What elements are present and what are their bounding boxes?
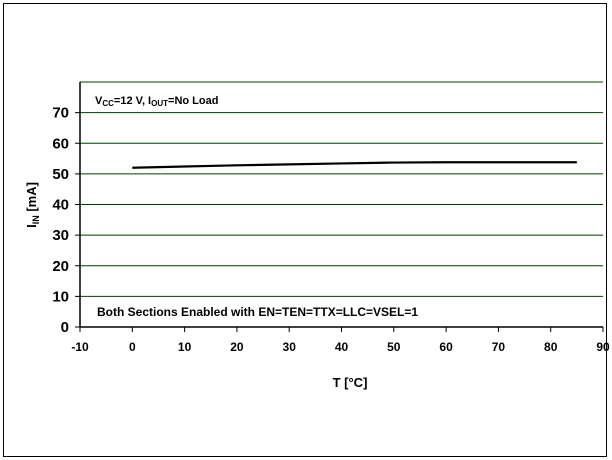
x-tick-label: 0 (129, 340, 136, 354)
y-tick-label: 70 (52, 105, 69, 122)
annotation-part: =No Load (168, 95, 218, 107)
conditions-annotation: VCC=12 V, IOUT=No Load (95, 95, 218, 108)
y-axis-label: IIN [mA] (24, 182, 41, 228)
y-tick-label: 30 (52, 227, 69, 244)
y-label-part: I (24, 224, 39, 228)
x-tick-label: 20 (230, 340, 244, 354)
series (132, 161, 577, 169)
y-tick-labels: 0 10 20 30 40 50 60 70 (52, 105, 69, 336)
y-tick-label: 60 (52, 135, 69, 152)
x-tick-label: 80 (544, 340, 558, 354)
x-tick-label: 70 (492, 340, 506, 354)
x-tick-label: 30 (283, 340, 297, 354)
x-tick-label: 50 (387, 340, 401, 354)
axes (75, 82, 604, 332)
x-tick-label: 40 (335, 340, 349, 354)
x-axis-label: T [°C] (333, 375, 368, 390)
x-tick-label: 10 (178, 340, 192, 354)
chart-frame (3, 3, 607, 457)
y-tick-label: 50 (52, 166, 69, 183)
enable-annotation: Both Sections Enabled with EN=TEN=TTX=LL… (97, 305, 418, 319)
grid-lines (80, 81, 603, 297)
y-tick-label: 10 (52, 288, 69, 305)
annotation-part: OUT (151, 99, 168, 108)
x-tick-label: 60 (439, 340, 453, 354)
y-label-part: [mA] (24, 182, 39, 215)
x-tick-label: -10 (71, 340, 89, 354)
series-line (132, 161, 577, 169)
y-tick-label: 40 (52, 197, 69, 214)
annotation-part: V (95, 95, 103, 107)
annotation-part: =12 V, I (114, 95, 151, 107)
y-tick-label: 20 (52, 258, 69, 275)
x-tick-labels: -10 0 10 20 30 40 50 60 70 80 90 (71, 340, 610, 354)
x-tick-label: 90 (596, 340, 610, 354)
y-tick-label: 0 (61, 319, 69, 336)
annotation-part: CC (102, 99, 114, 108)
y-label-part: IN (31, 215, 41, 224)
